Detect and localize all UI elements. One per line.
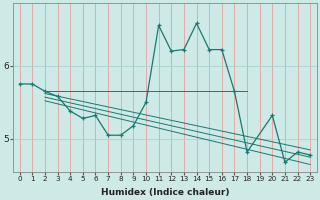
X-axis label: Humidex (Indice chaleur): Humidex (Indice chaleur): [101, 188, 229, 197]
